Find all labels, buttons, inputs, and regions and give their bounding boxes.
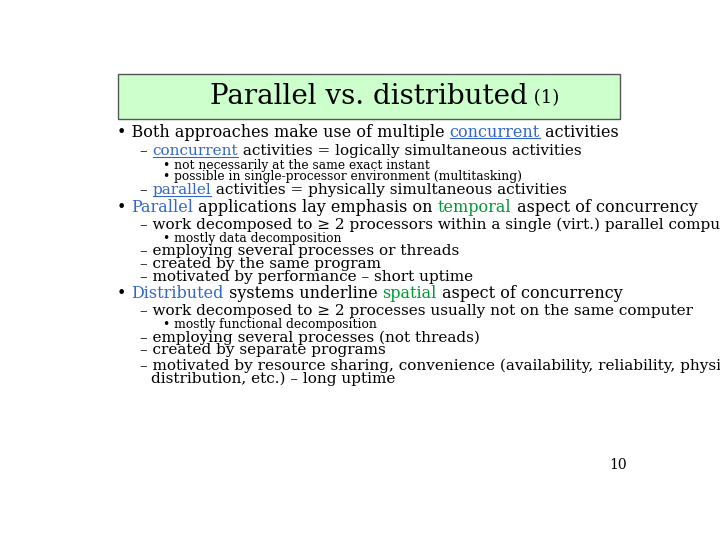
Text: –: – xyxy=(140,144,153,158)
Text: • possible in single-processor environment (multitasking): • possible in single-processor environme… xyxy=(163,170,521,183)
Text: spatial: spatial xyxy=(382,285,437,302)
Text: – employing several processes (not threads): – employing several processes (not threa… xyxy=(140,330,480,345)
Text: concurrent: concurrent xyxy=(153,144,238,158)
Text: • mostly functional decomposition: • mostly functional decomposition xyxy=(163,318,377,331)
Text: •: • xyxy=(117,199,131,216)
Text: temporal: temporal xyxy=(438,199,511,216)
Text: • not necessarily at the same exact instant: • not necessarily at the same exact inst… xyxy=(163,159,429,172)
Text: –: – xyxy=(140,184,153,198)
Text: aspect of concurrency: aspect of concurrency xyxy=(437,285,623,302)
Text: aspect of concurrency: aspect of concurrency xyxy=(511,199,697,216)
Text: • mostly data decomposition: • mostly data decomposition xyxy=(163,232,341,245)
Text: – motivated by resource sharing, convenience (availability, reliability, physica: – motivated by resource sharing, conveni… xyxy=(140,358,720,373)
Text: Parallel vs. distributed: Parallel vs. distributed xyxy=(210,83,528,110)
Text: activities: activities xyxy=(540,124,618,140)
Text: systems underline: systems underline xyxy=(224,285,382,302)
Text: – work decomposed to ≥ 2 processors within a single (virt.) parallel computer: – work decomposed to ≥ 2 processors with… xyxy=(140,217,720,232)
Text: distribution, etc.) – long uptime: distribution, etc.) – long uptime xyxy=(151,371,396,386)
Text: Parallel: Parallel xyxy=(131,199,193,216)
Text: •: • xyxy=(117,285,131,302)
Text: – work decomposed to ≥ 2 processes usually not on the same computer: – work decomposed to ≥ 2 processes usual… xyxy=(140,303,693,318)
Text: activities = physically simultaneous activities: activities = physically simultaneous act… xyxy=(212,184,567,198)
Text: • Both approaches make use of multiple: • Both approaches make use of multiple xyxy=(117,124,449,140)
Text: Distributed: Distributed xyxy=(131,285,224,302)
FancyBboxPatch shape xyxy=(118,74,620,119)
Text: 10: 10 xyxy=(609,458,627,472)
Text: activities = logically simultaneous activities: activities = logically simultaneous acti… xyxy=(238,144,582,158)
Text: parallel: parallel xyxy=(153,184,212,198)
Text: concurrent: concurrent xyxy=(449,124,540,140)
Text: – created by separate programs: – created by separate programs xyxy=(140,343,386,357)
Text: – motivated by performance – short uptime: – motivated by performance – short uptim… xyxy=(140,270,473,284)
Text: – created by the same program: – created by the same program xyxy=(140,257,381,271)
Text: applications lay emphasis on: applications lay emphasis on xyxy=(193,199,438,216)
Text: (1): (1) xyxy=(528,89,559,107)
Text: – employing several processes or threads: – employing several processes or threads xyxy=(140,244,459,258)
